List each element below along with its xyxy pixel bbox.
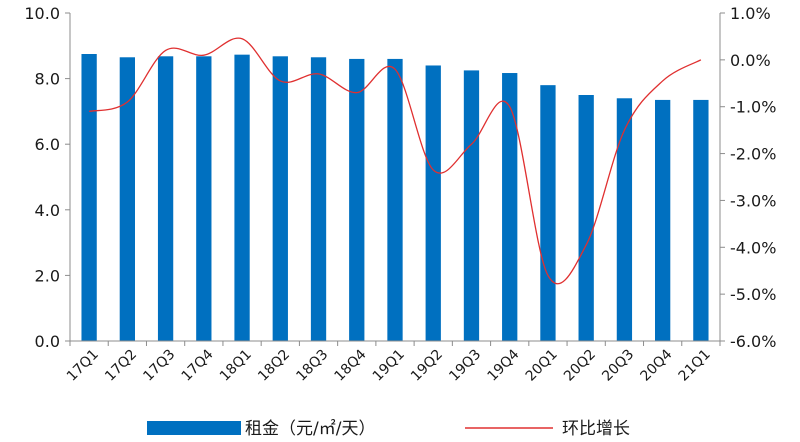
x-tick-label: 19Q3 (446, 347, 484, 385)
bar (502, 73, 518, 342)
x-tick-label: 19Q2 (408, 347, 446, 385)
bar (81, 54, 97, 341)
bar (310, 57, 327, 341)
bar-series (81, 54, 709, 342)
left-tick-label: 6.0 (35, 135, 60, 154)
x-tick-label: 20Q4 (637, 346, 675, 384)
bar (655, 99, 671, 341)
right-tick-label: -5.0% (730, 285, 776, 304)
bar (119, 57, 135, 341)
x-tick-label: 20Q2 (561, 347, 599, 385)
bar (234, 54, 250, 341)
right-tick-label: 1.0% (730, 4, 771, 23)
bar (196, 56, 212, 342)
right-tick-label: 0.0% (730, 51, 771, 70)
x-tick-label: 20Q1 (523, 347, 561, 385)
bar (387, 58, 403, 342)
x-tick-label: 18Q1 (217, 347, 255, 385)
legend-line-label: 环比增长 (562, 419, 630, 439)
bar (349, 58, 365, 342)
bar (425, 65, 441, 341)
left-tick-label: 4.0 (35, 201, 60, 220)
x-tick-label: 18Q4 (332, 346, 370, 384)
right-axis: -6.0% -5.0% -4.0% -3.0% -2.0% -1.0% 0.0% 1.0% (719, 4, 776, 351)
right-tick-label: -1.0% (730, 98, 776, 117)
right-tick-label: -2.0% (730, 145, 776, 164)
right-tick-label: -6.0% (730, 332, 776, 351)
line-path (88, 37, 702, 285)
left-tick-label: 2.0 (35, 266, 60, 285)
left-tick-label: 0.0 (35, 332, 60, 351)
bar (693, 99, 709, 341)
x-tick-label: 20Q3 (599, 347, 637, 385)
x-tick-label: 18Q2 (255, 347, 293, 385)
x-tick-label: 17Q4 (179, 346, 217, 384)
right-tick-label: -4.0% (730, 238, 776, 257)
left-tick-label: 8.0 (35, 70, 60, 89)
x-tick-label: 17Q1 (64, 347, 102, 385)
left-tick-label: 10.0 (24, 4, 60, 23)
legend-bar-swatch (147, 421, 241, 435)
right-tick-label: -3.0% (730, 191, 776, 210)
x-tick-label: 18Q3 (293, 347, 331, 385)
bar (157, 56, 174, 342)
x-tick-label: 17Q2 (102, 347, 140, 385)
bar (540, 85, 556, 341)
x-tick-label: 19Q1 (370, 347, 408, 385)
bar (463, 70, 480, 342)
bar (616, 98, 633, 341)
legend: 租金（元/㎡/天） 环比增长 (147, 419, 630, 439)
line-series (88, 37, 702, 285)
x-tick-label: 21Q1 (676, 347, 714, 385)
left-axis: 0.0 2.0 4.0 6.0 8.0 10.0 (24, 4, 71, 351)
x-tick-label: 17Q3 (140, 347, 178, 385)
x-tick-label: 19Q4 (485, 346, 523, 384)
bar (578, 95, 594, 341)
legend-bar-label: 租金（元/㎡/天） (245, 419, 375, 439)
x-axis: 17Q1 17Q2 17Q3 17Q4 18Q1 18Q2 18Q3 18Q4 19Q1 19Q2… (64, 340, 721, 385)
bar (272, 56, 288, 342)
